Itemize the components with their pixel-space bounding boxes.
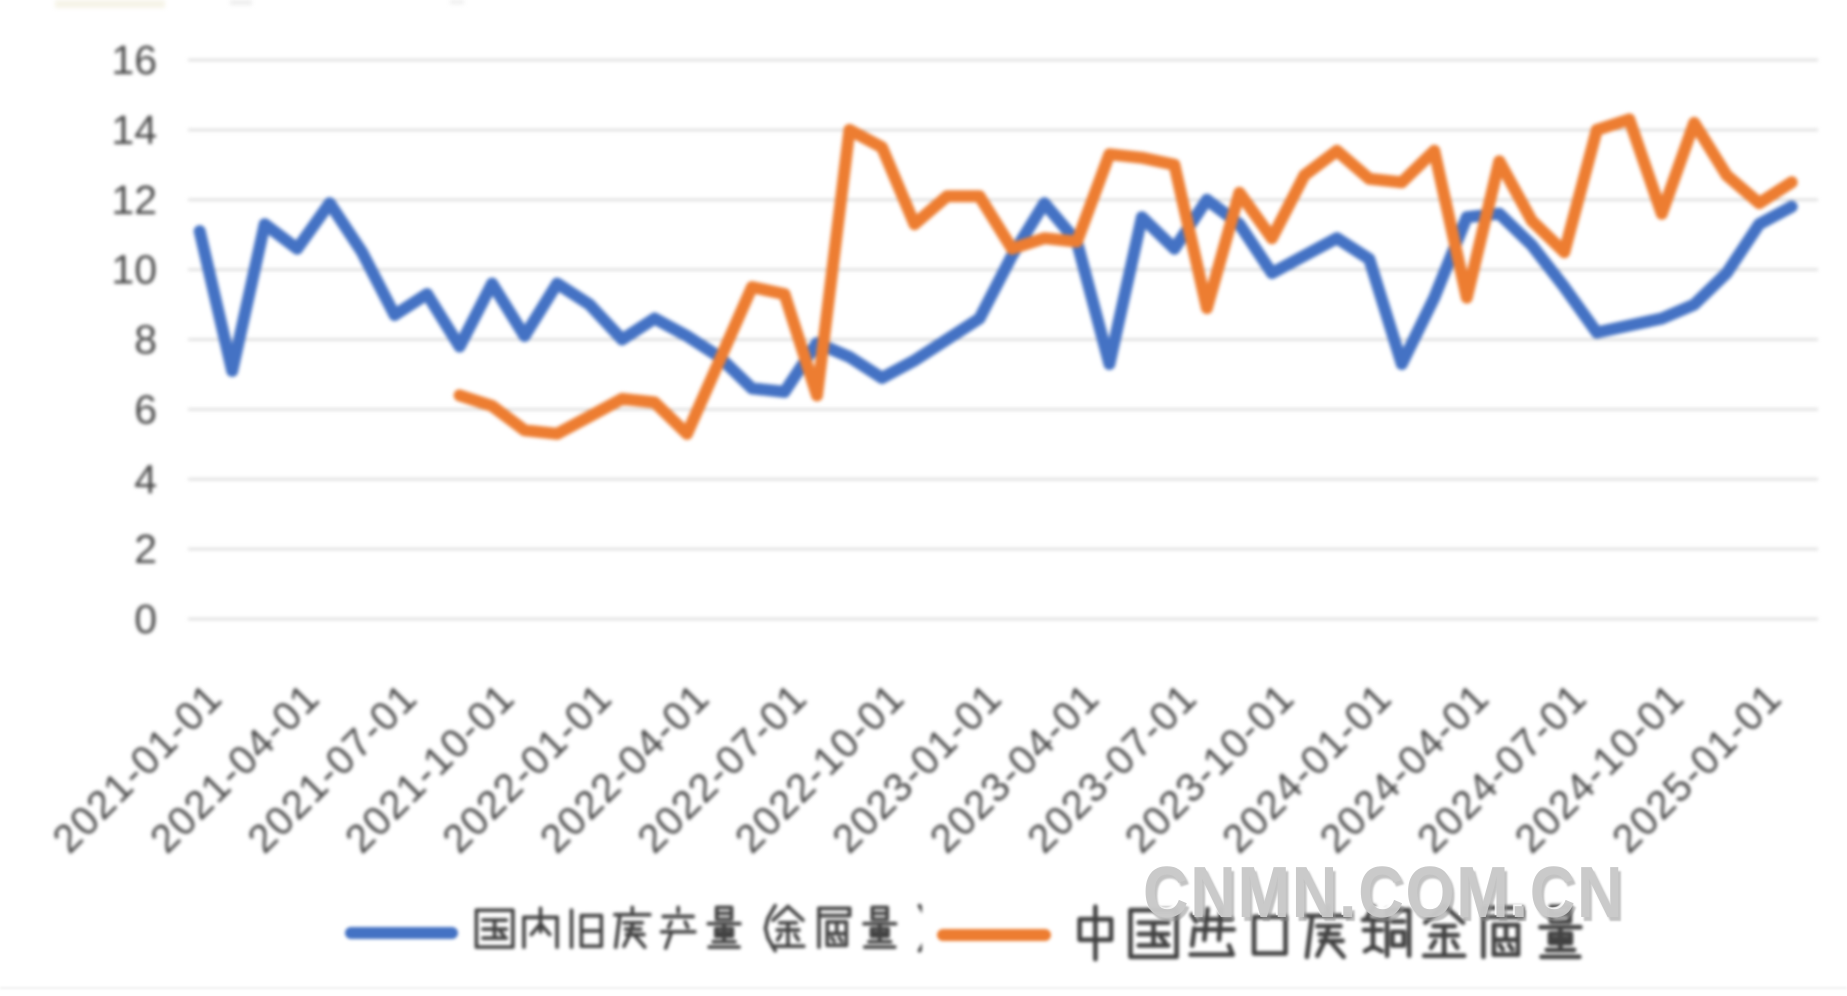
y-tick-label: 8 — [134, 317, 157, 363]
y-tick-label: 14 — [111, 107, 157, 153]
cropped-text-artifact — [230, 0, 252, 5]
series-line-0 — [193, 193, 1798, 398]
y-tick-label: 12 — [111, 177, 157, 223]
y-tick-label: 10 — [111, 247, 157, 293]
y-tick-label: 16 — [111, 37, 157, 83]
watermark-cnmn: CNMN.COM.CN — [1143, 853, 1625, 933]
cropped-text-artifact — [450, 0, 464, 4]
y-tick-label: 2 — [134, 526, 157, 572]
gridlines — [188, 59, 1818, 620]
y-axis-labels: 0 2 4 6 8 10 12 14 16 — [111, 37, 157, 642]
x-axis-labels: 2021-01-012021-04-012021-07-012021-10-01… — [45, 675, 1791, 861]
series-line-1 — [453, 113, 1798, 440]
y-tick-label: 6 — [134, 386, 157, 432]
figure-bottom-rule — [0, 987, 1847, 989]
y-tick-label: 0 — [134, 596, 157, 642]
y-tick-label: 4 — [134, 456, 157, 502]
cropped-text-artifact — [55, 0, 165, 8]
x-tick-label: 2025-01-01 — [1604, 675, 1790, 861]
